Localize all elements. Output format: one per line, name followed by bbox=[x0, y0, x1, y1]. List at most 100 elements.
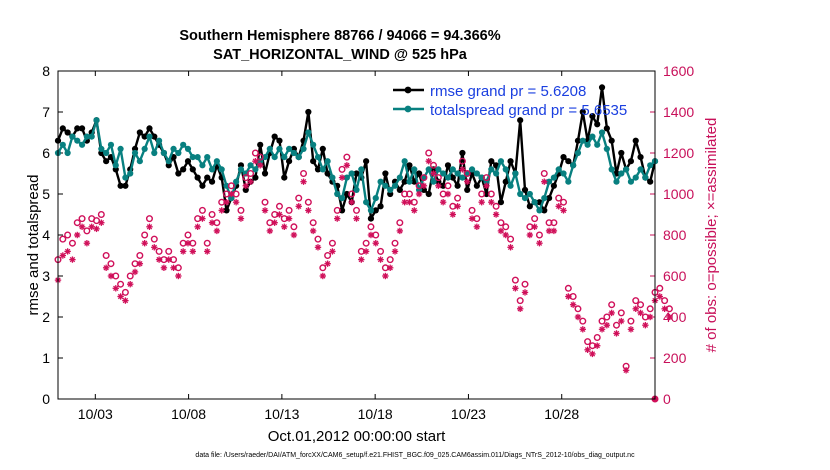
totalspread-point bbox=[358, 166, 365, 173]
totalspread-point bbox=[493, 170, 500, 177]
assimilated-marker bbox=[319, 272, 326, 280]
totalspread-point bbox=[189, 154, 196, 161]
assimilated-marker bbox=[382, 272, 389, 280]
rmse-point bbox=[199, 182, 206, 189]
assimilated-marker bbox=[478, 199, 485, 206]
rmse-point bbox=[59, 125, 66, 132]
totalspread-point bbox=[584, 141, 591, 148]
assimilated-marker bbox=[290, 231, 298, 239]
possible-marker bbox=[184, 231, 192, 239]
totalspread-point bbox=[507, 182, 514, 189]
rmse-point bbox=[406, 162, 413, 169]
y-right-tick-label: 800 bbox=[663, 227, 687, 243]
assimilated-marker bbox=[594, 342, 601, 349]
assimilated-marker bbox=[69, 256, 76, 263]
rmse-point bbox=[343, 190, 350, 198]
rmse-point bbox=[594, 121, 601, 128]
assimilated-marker bbox=[579, 326, 586, 333]
totalspread-point bbox=[531, 199, 538, 206]
rmse-point bbox=[618, 149, 625, 157]
totalspread-point bbox=[334, 190, 341, 198]
possible-marker bbox=[478, 190, 486, 198]
possible-marker bbox=[309, 219, 317, 227]
totalspread-point bbox=[545, 178, 553, 185]
totalspread-point bbox=[338, 195, 346, 202]
assimilated-marker bbox=[334, 215, 341, 222]
rmse-point bbox=[276, 137, 283, 144]
possible-marker bbox=[319, 264, 327, 272]
rmse-point bbox=[122, 182, 129, 189]
possible-marker bbox=[487, 190, 495, 198]
rmse-point bbox=[565, 158, 572, 165]
totalspread-point bbox=[112, 162, 119, 169]
assimilated-marker bbox=[324, 260, 331, 267]
totalspread-point bbox=[180, 141, 187, 148]
totalspread-point bbox=[237, 166, 245, 173]
totalspread-point bbox=[430, 178, 437, 185]
totalspread-point bbox=[598, 129, 606, 136]
possible-marker bbox=[405, 190, 413, 198]
totalspread-point bbox=[512, 170, 519, 177]
totalspread-point bbox=[146, 133, 153, 140]
rmse-point bbox=[146, 125, 153, 132]
totalspread-point bbox=[122, 174, 129, 181]
y-right-tick-label: 400 bbox=[663, 309, 687, 325]
assimilated-marker bbox=[449, 211, 456, 218]
rmse-point bbox=[603, 125, 610, 132]
possible-marker bbox=[83, 227, 91, 235]
rmse-point bbox=[372, 207, 379, 214]
assimilated-marker bbox=[589, 350, 596, 358]
totalspread-point bbox=[329, 174, 336, 181]
possible-marker bbox=[285, 206, 293, 214]
x-tick-label: 10/03 bbox=[78, 406, 113, 422]
possible-marker bbox=[420, 174, 428, 182]
totalspread-point bbox=[343, 174, 350, 181]
rmse-point bbox=[637, 154, 644, 161]
assimilated-marker bbox=[584, 346, 591, 353]
chart-subtitle: SAT_HORIZONTAL_WIND @ 525 hPa bbox=[213, 47, 467, 63]
totalspread-point bbox=[98, 145, 105, 152]
totalspread-point bbox=[411, 166, 418, 173]
possible-marker bbox=[656, 284, 664, 292]
totalspread-point bbox=[141, 145, 148, 152]
assimilated-marker bbox=[637, 309, 644, 317]
rmse-point bbox=[541, 207, 548, 214]
assimilated-marker bbox=[98, 219, 105, 226]
assimilated-marker bbox=[536, 240, 543, 247]
x-tick-label: 10/08 bbox=[171, 406, 206, 422]
assimilated-marker bbox=[107, 272, 115, 280]
totalspread-point bbox=[160, 149, 168, 157]
assimilated-marker bbox=[358, 256, 365, 263]
assimilated-marker bbox=[387, 264, 394, 271]
data-file-footer: data file: /Users/raeder/DAI/ATM_forcXX/… bbox=[195, 452, 635, 459]
possible-marker bbox=[198, 206, 206, 214]
totalspread-point bbox=[550, 174, 557, 181]
possible-marker bbox=[333, 206, 341, 214]
assimilated-marker bbox=[343, 162, 351, 169]
possible-marker bbox=[121, 288, 129, 296]
totalspread-point bbox=[565, 178, 572, 185]
assimilated-marker bbox=[122, 297, 129, 304]
assimilated-marker bbox=[141, 240, 148, 247]
assimilated-marker bbox=[608, 309, 615, 317]
plot-area bbox=[58, 71, 655, 399]
totalspread-point bbox=[247, 162, 254, 169]
possible-marker bbox=[165, 247, 173, 255]
assimilated-marker bbox=[661, 305, 668, 312]
totalspread-point bbox=[618, 170, 625, 177]
possible-marker bbox=[117, 280, 125, 288]
rmse-point bbox=[261, 170, 269, 177]
totalspread-point bbox=[353, 186, 360, 193]
rmse-point bbox=[78, 125, 86, 132]
possible-marker bbox=[468, 206, 476, 214]
totalspread-point bbox=[517, 190, 524, 198]
assimilated-marker bbox=[199, 215, 206, 222]
y-left-tick-label: 2 bbox=[42, 309, 50, 325]
assimilated-marker bbox=[550, 227, 558, 235]
totalspread-point bbox=[444, 174, 452, 181]
totalspread-point bbox=[488, 166, 495, 173]
possible-marker bbox=[646, 305, 654, 313]
totalspread-point bbox=[632, 174, 639, 181]
possible-marker bbox=[208, 210, 216, 218]
rmse-point bbox=[223, 207, 230, 214]
